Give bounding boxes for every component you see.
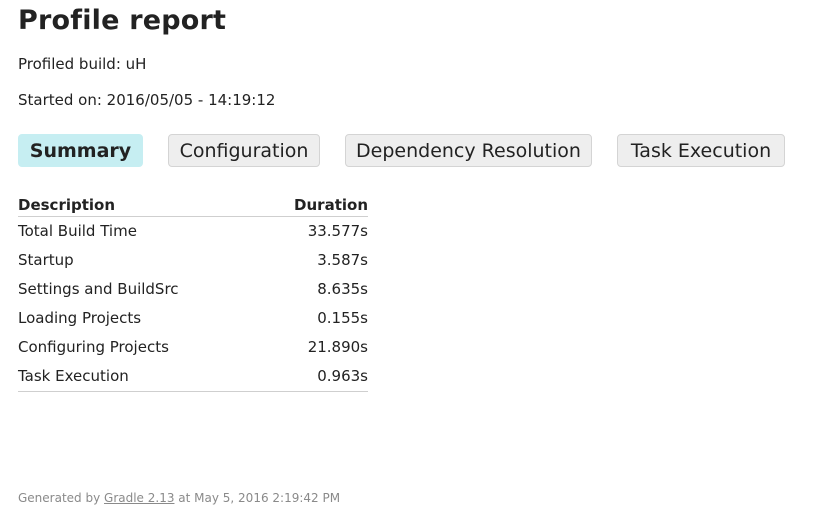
table-row: Loading Projects 0.155s [18, 304, 368, 333]
row-duration: 0.155s [317, 309, 368, 327]
table-row: Startup 3.587s [18, 246, 368, 275]
footer-suffix: at May 5, 2016 2:19:42 PM [174, 491, 341, 505]
row-description: Configuring Projects [18, 338, 169, 356]
row-description: Settings and BuildSrc [18, 280, 179, 298]
row-duration: 21.890s [307, 338, 368, 356]
table-row: Total Build Time 33.577s [18, 217, 368, 247]
tab-dependency-resolution[interactable]: Dependency Resolution [345, 134, 592, 167]
table-row: Settings and BuildSrc 8.635s [18, 275, 368, 304]
row-description: Startup [18, 251, 74, 269]
row-duration: 8.635s [317, 280, 368, 298]
column-header-description: Description [18, 195, 258, 217]
started-on-label: Started on: 2016/05/05 - 14:19:12 [18, 91, 276, 109]
gradle-link[interactable]: Gradle 2.13 [104, 491, 175, 505]
column-header-duration: Duration [257, 195, 368, 217]
tab-task-execution[interactable]: Task Execution [617, 134, 785, 167]
row-duration: 3.587s [317, 251, 368, 269]
table-header-row: Description Duration [18, 195, 368, 217]
tab-summary[interactable]: Summary [18, 134, 143, 167]
row-description: Loading Projects [18, 309, 142, 327]
summary-table: Description Duration Total Build Time 33… [18, 195, 368, 392]
table-row: Task Execution 0.963s [18, 362, 368, 392]
tab-configuration[interactable]: Configuration [168, 134, 320, 167]
row-description: Task Execution [18, 362, 258, 392]
footer-prefix: Generated by [18, 491, 105, 505]
table-row: Configuring Projects 21.890s [18, 333, 368, 362]
profiled-build-label: Profiled build: uH [18, 55, 147, 73]
row-duration: 33.577s [307, 222, 368, 240]
page-title: Profile report [18, 5, 227, 36]
row-duration: 0.963s [257, 362, 368, 392]
footer: Generated by Gradle 2.13 at May 5, 2016 … [18, 491, 340, 505]
row-description: Total Build Time [18, 222, 137, 240]
